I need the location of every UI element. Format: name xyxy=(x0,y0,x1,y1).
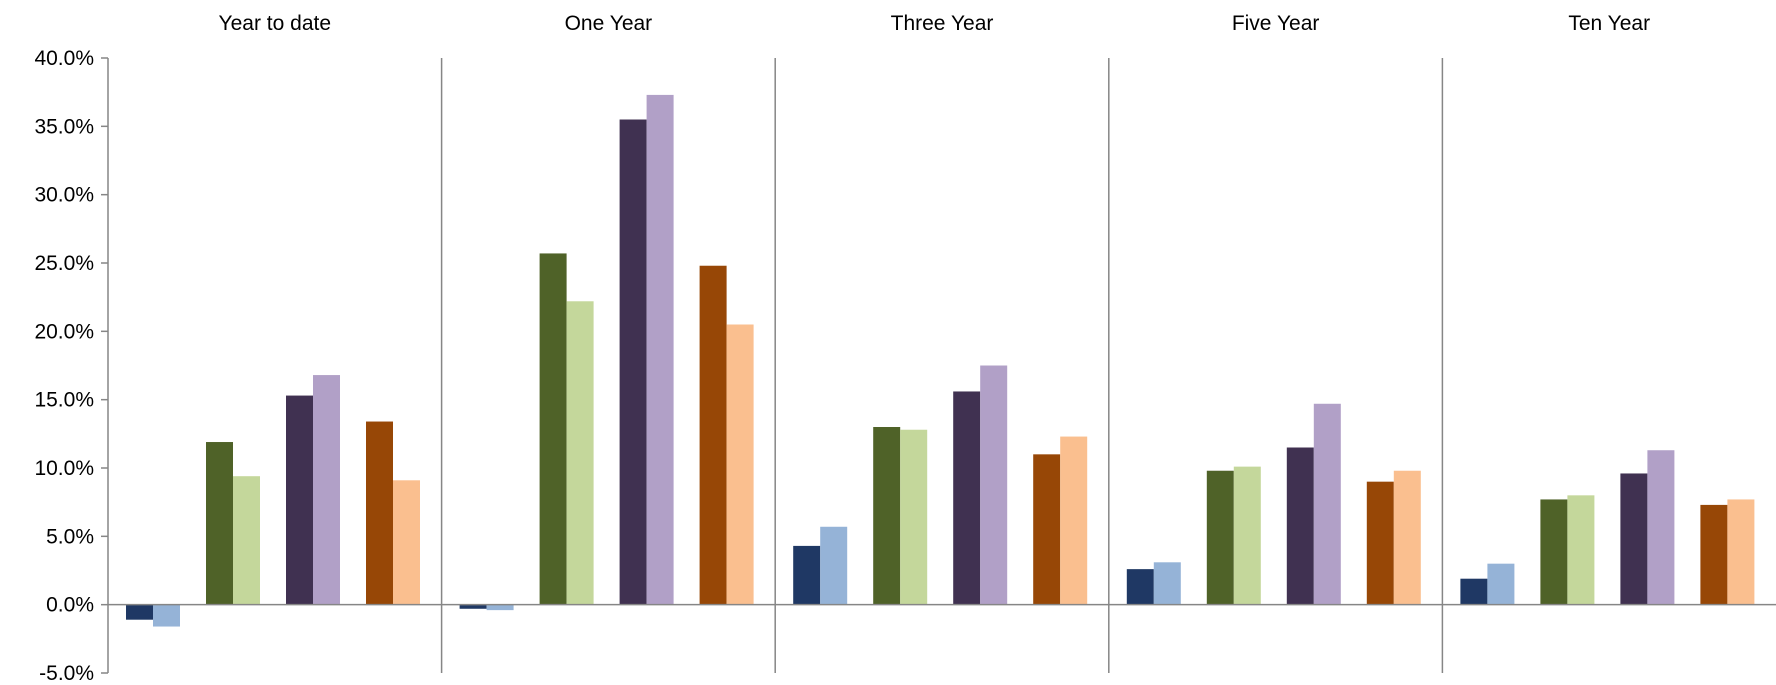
y-tick-label: 5.0% xyxy=(46,525,94,548)
bar xyxy=(459,604,487,609)
bar xyxy=(206,442,233,605)
bar xyxy=(153,604,180,627)
bar xyxy=(539,253,567,605)
bar xyxy=(793,545,821,605)
y-tick-label: 30.0% xyxy=(34,184,94,207)
bar xyxy=(699,265,727,605)
bar xyxy=(1286,447,1314,605)
bar xyxy=(1727,499,1755,605)
bar xyxy=(726,324,754,605)
y-tick-label: -5.0% xyxy=(39,662,94,685)
bar xyxy=(1647,450,1675,605)
panel-title: Three Year xyxy=(891,12,994,35)
bar xyxy=(486,604,514,611)
bar xyxy=(953,391,981,605)
y-tick-label: 40.0% xyxy=(34,47,94,70)
y-tick-label: 15.0% xyxy=(34,389,94,412)
bar xyxy=(1233,466,1261,605)
bar xyxy=(1487,563,1515,605)
bar xyxy=(646,94,674,605)
bar xyxy=(820,526,848,605)
bar xyxy=(1153,562,1181,605)
panel-title: Five Year xyxy=(1232,12,1320,35)
y-tick-label: 35.0% xyxy=(34,115,94,138)
bar xyxy=(233,476,260,605)
panel-title: Year to date xyxy=(219,12,332,35)
bar xyxy=(1313,403,1341,605)
bar xyxy=(1540,499,1568,605)
bar xyxy=(873,427,901,605)
y-tick-label: 10.0% xyxy=(34,457,94,480)
bar xyxy=(1206,470,1234,605)
bar xyxy=(1366,481,1394,605)
panel-title: Ten Year xyxy=(1568,12,1650,35)
bar xyxy=(1700,504,1728,605)
y-tick-label: 25.0% xyxy=(34,252,94,275)
bar xyxy=(1033,454,1061,605)
panel-title: One Year xyxy=(565,12,653,35)
bar xyxy=(900,429,928,605)
bar xyxy=(1060,436,1088,605)
bar xyxy=(1460,578,1488,605)
bar xyxy=(126,604,153,620)
bar xyxy=(1393,470,1421,605)
y-tick-label: 0.0% xyxy=(46,594,94,617)
bar xyxy=(286,395,313,605)
bar xyxy=(619,119,647,605)
bar xyxy=(1620,473,1648,605)
bar xyxy=(1126,569,1154,605)
bar xyxy=(393,480,420,605)
bar xyxy=(980,365,1008,605)
bar xyxy=(366,421,393,605)
y-tick-label: 20.0% xyxy=(34,320,94,343)
bar xyxy=(313,375,340,605)
bar xyxy=(1567,495,1595,605)
bar xyxy=(566,301,594,605)
